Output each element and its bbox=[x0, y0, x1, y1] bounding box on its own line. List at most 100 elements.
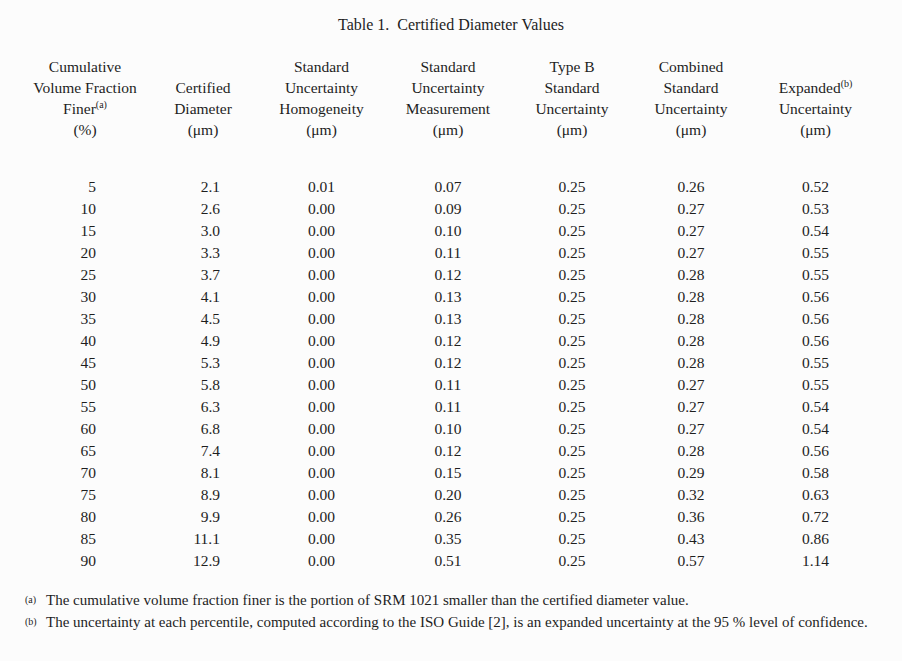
cell-value: 0.27 bbox=[677, 200, 704, 217]
cell-value: 0.15 bbox=[434, 464, 461, 481]
cell-value: 0.25 bbox=[558, 354, 585, 371]
cell-value: 9.9 bbox=[186, 506, 220, 528]
table-cell: 0.10 bbox=[383, 220, 513, 242]
column-header-line: (μm) bbox=[751, 119, 880, 140]
cell-value: 5.8 bbox=[186, 374, 220, 396]
table-cell: 0.28 bbox=[631, 352, 751, 374]
cell-value: 35 bbox=[74, 308, 96, 330]
table-row: 455.30.000.120.250.280.55 bbox=[24, 352, 880, 374]
cell-value: 60 bbox=[74, 418, 96, 440]
table-cell: 0.00 bbox=[260, 374, 383, 396]
table-cell: 0.00 bbox=[260, 528, 383, 550]
cell-value: 65 bbox=[74, 440, 96, 462]
cell-value: 0.25 bbox=[558, 310, 585, 327]
table-row: 404.90.000.120.250.280.56 bbox=[24, 330, 880, 352]
cell-value: 0.25 bbox=[558, 200, 585, 217]
column-header-line: Standard bbox=[513, 77, 631, 98]
table-cell: 0.54 bbox=[751, 220, 880, 242]
table-row: 758.90.000.200.250.320.63 bbox=[24, 484, 880, 506]
cell-value: 0.56 bbox=[802, 310, 829, 327]
cell-value: 0.13 bbox=[434, 310, 461, 327]
table-cell: 4.5 bbox=[146, 308, 260, 330]
table-cell: 0.00 bbox=[260, 506, 383, 528]
table-cell: 0.26 bbox=[631, 176, 751, 198]
column-header-line: (μm) bbox=[260, 119, 383, 140]
cell-value: 6.8 bbox=[186, 418, 220, 440]
cell-value: 0.10 bbox=[434, 420, 461, 437]
cell-value: 3.7 bbox=[186, 264, 220, 286]
cell-value: 0.53 bbox=[802, 200, 829, 217]
document-page: Table 1. Certified Diameter Values Cumul… bbox=[0, 0, 902, 661]
table-cell: 0.00 bbox=[260, 220, 383, 242]
cell-value: 0.55 bbox=[802, 354, 829, 371]
cell-value: 0.00 bbox=[308, 552, 335, 569]
column-header-3: StandardUncertaintyMeasurement(μm) bbox=[383, 56, 513, 176]
cell-value: 0.00 bbox=[308, 442, 335, 459]
table-cell: 5.3 bbox=[146, 352, 260, 374]
table-cell: 0.27 bbox=[631, 220, 751, 242]
cell-value: 0.25 bbox=[558, 178, 585, 195]
column-header-line: (μm) bbox=[631, 119, 751, 140]
cell-value: 0.13 bbox=[434, 288, 461, 305]
table-row: 102.60.000.090.250.270.53 bbox=[24, 198, 880, 220]
cell-value: 0.27 bbox=[677, 244, 704, 261]
cell-value: 85 bbox=[74, 528, 96, 550]
table-cell: 0.12 bbox=[383, 440, 513, 462]
cell-value: 0.11 bbox=[435, 244, 462, 261]
table-cell: 0.25 bbox=[513, 440, 631, 462]
cell-value: 0.25 bbox=[558, 420, 585, 437]
cell-value: 0.25 bbox=[558, 244, 585, 261]
cell-value: 0.00 bbox=[308, 200, 335, 217]
table-cell: 9.9 bbox=[146, 506, 260, 528]
table-cell: 0.55 bbox=[751, 242, 880, 264]
column-header-line: Type B bbox=[513, 56, 631, 77]
table-cell: 0.55 bbox=[751, 374, 880, 396]
table-cell: 0.55 bbox=[751, 352, 880, 374]
column-header-line: Volume Fraction bbox=[24, 77, 146, 98]
cell-value: 0.58 bbox=[802, 464, 829, 481]
table-cell: 0.51 bbox=[383, 550, 513, 572]
table-row: 708.10.000.150.250.290.58 bbox=[24, 462, 880, 484]
cell-value: 0.56 bbox=[802, 288, 829, 305]
table-cell: 0.07 bbox=[383, 176, 513, 198]
table-cell: 0.27 bbox=[631, 198, 751, 220]
cell-value: 0.12 bbox=[434, 442, 461, 459]
cell-value: 0.25 bbox=[558, 222, 585, 239]
cell-value: 0.43 bbox=[677, 530, 704, 547]
column-header-6: Expanded(b)Uncertainty(μm) bbox=[751, 56, 880, 176]
table-cell: 2.6 bbox=[146, 198, 260, 220]
table-cell: 0.25 bbox=[513, 308, 631, 330]
table-cell: 8.9 bbox=[146, 484, 260, 506]
cell-value: 0.25 bbox=[558, 332, 585, 349]
table-cell: 15 bbox=[24, 220, 146, 242]
cell-value: 1.14 bbox=[802, 552, 829, 569]
column-header-line: Measurement bbox=[383, 98, 513, 119]
cell-value: 0.09 bbox=[434, 200, 461, 217]
table-cell: 0.00 bbox=[260, 308, 383, 330]
cell-value: 0.10 bbox=[434, 222, 461, 239]
table-cell: 0.25 bbox=[513, 220, 631, 242]
cell-value: 3.0 bbox=[186, 220, 220, 242]
cell-value: 30 bbox=[74, 286, 96, 308]
cell-value: 0.00 bbox=[308, 420, 335, 437]
cell-value: 4.9 bbox=[186, 330, 220, 352]
cell-value: 0.00 bbox=[308, 222, 335, 239]
table-cell: 0.25 bbox=[513, 418, 631, 440]
cell-value: 0.51 bbox=[434, 552, 461, 569]
cell-value: 3.3 bbox=[186, 242, 220, 264]
cell-value: 12.9 bbox=[186, 550, 220, 572]
table-cell: 0.25 bbox=[513, 550, 631, 572]
cell-value: 4.5 bbox=[186, 308, 220, 330]
table-cell: 0.25 bbox=[513, 528, 631, 550]
table-cell: 0.72 bbox=[751, 506, 880, 528]
cell-value: 0.25 bbox=[558, 442, 585, 459]
table-cell: 0.25 bbox=[513, 396, 631, 418]
cell-value: 0.56 bbox=[802, 332, 829, 349]
table-cell: 0.63 bbox=[751, 484, 880, 506]
cell-value: 0.00 bbox=[308, 244, 335, 261]
table-cell: 1.14 bbox=[751, 550, 880, 572]
table-row: 606.80.000.100.250.270.54 bbox=[24, 418, 880, 440]
table-cell: 0.28 bbox=[631, 440, 751, 462]
cell-value: 80 bbox=[74, 506, 96, 528]
table-cell: 4.1 bbox=[146, 286, 260, 308]
